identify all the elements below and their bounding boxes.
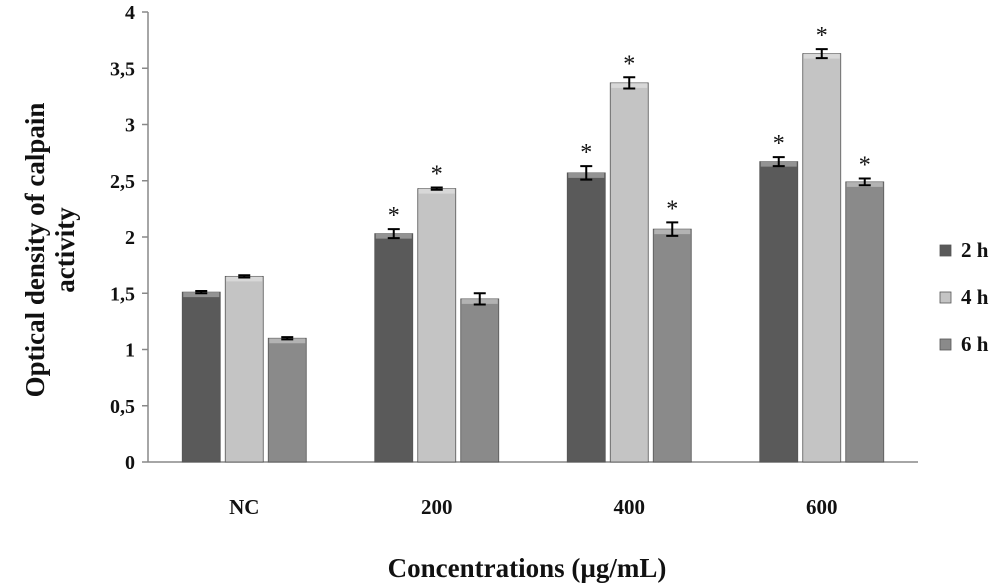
y-tick-label: 1 <box>125 340 135 362</box>
x-tick-label: 200 <box>421 495 453 519</box>
significance-marker: * <box>431 162 443 188</box>
legend-swatch <box>939 244 952 257</box>
bar-4h-600: * <box>802 23 842 463</box>
bar-highlight <box>226 276 263 282</box>
bar-2h-NC <box>181 290 221 463</box>
bar-6h-NC <box>267 336 307 463</box>
bar-body <box>566 172 606 463</box>
y-axis-title-line: activity <box>50 207 80 293</box>
y-axis-title-line: Optical density of calpain <box>20 103 50 398</box>
bar-body <box>267 337 307 463</box>
legend-swatch <box>939 291 952 304</box>
y-tick-label: 4 <box>125 2 135 24</box>
bar-4h-NC <box>224 274 264 463</box>
bar-4h-400: * <box>609 51 649 463</box>
significance-marker: * <box>623 51 635 77</box>
y-tick-label: 0 <box>125 452 135 474</box>
bar-body <box>460 298 500 463</box>
bar-body <box>417 188 457 463</box>
bar-2h-200: * <box>374 203 414 463</box>
bar-6h-600: * <box>845 153 885 463</box>
bar-body <box>845 181 885 463</box>
bar-body <box>802 53 842 463</box>
bar-body <box>224 275 264 463</box>
significance-marker: * <box>666 196 678 222</box>
x-tick-label: 600 <box>806 495 838 519</box>
legend-item: 2 h <box>939 238 989 262</box>
y-axis-title: Optical density of calpainactivity <box>20 103 80 398</box>
legend-label: 6 h <box>961 332 989 356</box>
bar-highlight <box>418 188 455 194</box>
bar-body <box>374 233 414 463</box>
legend: 2 h 4 h 6 h <box>939 238 989 356</box>
legend-label: 4 h <box>961 285 989 309</box>
significance-marker: * <box>859 153 871 179</box>
y-tick-label: 2 <box>125 227 135 249</box>
legend-item: 4 h <box>939 285 989 309</box>
bar-body <box>759 161 799 463</box>
y-tick-label: 2,5 <box>110 171 135 193</box>
y-tick-label: 1,5 <box>110 283 135 305</box>
bar-body <box>181 291 221 463</box>
y-axis-ticks: 0 0,5 1 1,5 2 2,5 3 3,5 4 <box>110 2 148 474</box>
bar-4h-200: * <box>417 162 457 463</box>
legend-label: 2 h <box>961 238 989 262</box>
significance-marker: * <box>773 131 785 157</box>
bars-group: * * * * * * * * <box>181 23 885 463</box>
bar-6h-400: * <box>652 196 692 463</box>
y-tick-label: 0,5 <box>110 396 135 418</box>
x-tick-label: 400 <box>614 495 646 519</box>
bar-body <box>652 228 692 463</box>
bar-2h-400: * <box>566 140 606 463</box>
bar-2h-600: * <box>759 131 799 463</box>
bar-6h-200 <box>460 292 500 463</box>
bar-highlight <box>269 338 306 344</box>
x-axis-title: Concentrations (µg/mL) <box>388 553 667 583</box>
y-tick-label: 3,5 <box>110 58 135 80</box>
bar-highlight <box>183 292 220 298</box>
x-tick-label: NC <box>229 495 259 519</box>
significance-marker: * <box>816 23 828 49</box>
bar-body <box>609 82 649 463</box>
significance-marker: * <box>388 203 400 229</box>
legend-swatch <box>939 338 952 351</box>
y-tick-label: 3 <box>125 115 135 137</box>
significance-marker: * <box>580 140 592 166</box>
x-axis-categories: NC 200 400 600 <box>229 495 837 519</box>
legend-item: 6 h <box>939 332 989 356</box>
